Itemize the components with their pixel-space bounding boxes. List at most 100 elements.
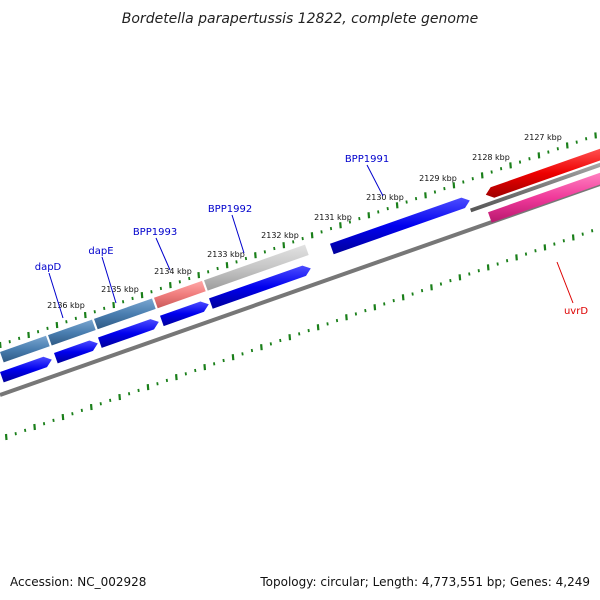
scale-tick: [326, 322, 329, 326]
scale-tick: [222, 358, 225, 363]
gene-feature-dapd: [0, 335, 50, 363]
tick-label: 2129 kbp: [419, 174, 457, 183]
gene-feature-bpp1992: [204, 244, 309, 291]
scale-tick: [112, 301, 115, 309]
scale-ticks-upper: [0, 132, 597, 349]
scale-tick: [377, 210, 380, 214]
scale-tick: [345, 314, 348, 321]
scale-tick: [534, 249, 537, 253]
scale-tick: [156, 382, 159, 386]
scale-tick: [99, 402, 102, 406]
scale-tick: [490, 170, 493, 174]
scale-tick: [581, 232, 584, 236]
scale-tick: [575, 140, 578, 144]
scale-tick: [244, 256, 248, 261]
gene-label-bpp1991[interactable]: BPP1991: [345, 154, 389, 165]
scale-tick: [320, 230, 323, 234]
scale-tick: [364, 308, 367, 313]
scale-ticks-lower: [4, 229, 594, 441]
scale-tick: [279, 338, 282, 343]
gene-labels: BPP1991 BPP1992 BPP1993 dapE dapD uvrD: [35, 154, 588, 319]
scale-tick: [74, 316, 77, 321]
scale-tick: [458, 274, 462, 281]
scale-tick: [46, 326, 49, 331]
scale-tick: [194, 368, 197, 373]
gene-label-leader: [155, 237, 171, 271]
scale-tick: [594, 132, 597, 139]
scale-tick: [159, 286, 163, 291]
scale-tick: [4, 433, 8, 441]
tick-label: 2132 kbp: [261, 231, 299, 240]
scale-tick: [301, 236, 304, 241]
scale-tick: [131, 296, 134, 301]
scale-tick: [420, 288, 424, 293]
tick-label: 2131 kbp: [314, 213, 352, 222]
genome-summary-text: Topology: circular; Length: 4,773,551 bp…: [259, 575, 590, 589]
scale-tick: [547, 150, 550, 154]
scale-tick: [411, 292, 414, 296]
scale-tick: [235, 260, 238, 264]
tick-label: 2134 kbp: [154, 267, 192, 276]
scale-tick: [61, 413, 65, 421]
scale-tick: [241, 352, 244, 356]
feature-track: [0, 148, 600, 383]
scale-tick: [392, 298, 395, 303]
cds-arrow: [209, 265, 311, 309]
scale-tick: [310, 232, 314, 239]
scale-tick: [165, 378, 169, 383]
scale-tick: [89, 403, 93, 411]
gene-feature-uvrd: [485, 148, 600, 198]
scale-tick: [93, 310, 96, 314]
gene-label-dape[interactable]: dapE: [88, 246, 113, 257]
scale-tick: [518, 160, 522, 164]
scale-tick: [298, 332, 301, 336]
gene-label-dapd[interactable]: dapD: [35, 262, 62, 273]
gene-feature-bpp1993-region: [94, 298, 156, 330]
gene-label-uvrd[interactable]: uvrD: [564, 306, 588, 317]
scale-tick: [386, 206, 389, 211]
scale-tick: [0, 341, 2, 349]
scale-tick: [348, 220, 352, 224]
scale-tick: [405, 200, 408, 204]
gene-label-leader: [231, 214, 245, 254]
scale-tick: [288, 334, 292, 341]
tick-label: 2127 kbp: [524, 133, 562, 142]
gene-feature-bpp1993: [154, 280, 206, 309]
scale-tick: [121, 300, 125, 304]
scale-tick: [263, 250, 266, 254]
scale-tick: [24, 428, 27, 432]
scale-tick: [316, 324, 320, 331]
scale-tick: [184, 372, 187, 376]
scale-tick: [499, 167, 503, 171]
gene-feature-dape: [48, 319, 96, 346]
scale-tick: [339, 222, 342, 229]
scale-tick: [486, 264, 490, 271]
scale-tick: [55, 321, 59, 329]
scale-tick: [383, 302, 386, 306]
scale-tick: [118, 393, 121, 401]
scale-tick: [80, 408, 83, 413]
scale-tick: [18, 336, 21, 340]
scale-tick: [471, 177, 474, 181]
gene-label-leader: [556, 261, 574, 304]
scale-tick: [329, 226, 333, 231]
scale-tick: [585, 137, 588, 141]
gene-label-bpp1992[interactable]: BPP1992: [208, 204, 252, 215]
scale-tick: [449, 279, 452, 283]
scale-tick: [273, 246, 276, 251]
gene-label-bpp1993[interactable]: BPP1993: [133, 227, 177, 238]
scale-tick: [169, 282, 172, 289]
scale-tick: [367, 212, 371, 219]
scale-tick: [591, 229, 594, 233]
scale-tick: [140, 292, 144, 299]
scale-tick: [358, 216, 361, 221]
scale-tick: [203, 364, 207, 371]
cds-arrow: [0, 356, 52, 383]
cds-arrow: [98, 319, 159, 348]
scale-tick: [52, 418, 55, 423]
tick-label: 2135 kbp: [101, 285, 139, 294]
scale-tick: [562, 239, 565, 243]
scale-tick: [260, 344, 263, 351]
backbone-segment: [470, 162, 600, 213]
